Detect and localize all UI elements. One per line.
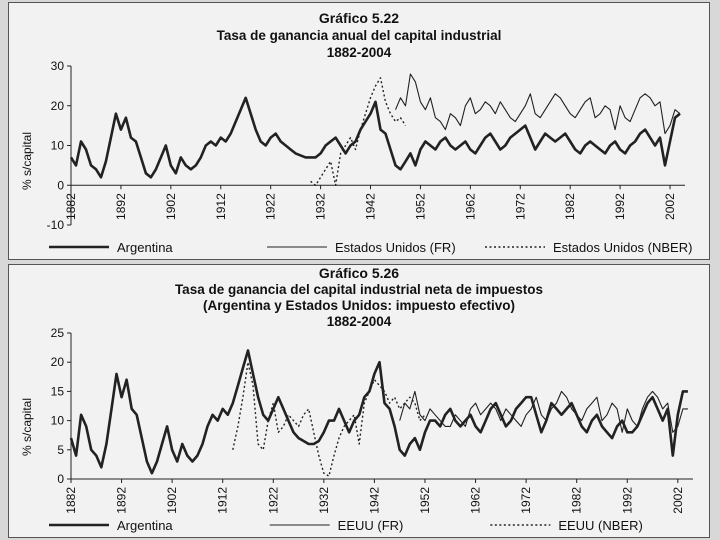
x-tick-label: 1902 bbox=[165, 487, 179, 514]
y-axis-label: % s/capital bbox=[20, 132, 34, 190]
series-line-thin bbox=[399, 390, 688, 433]
chart-5-26-svg: Gráfico 5.26 Tasa de ganancia del capita… bbox=[20, 265, 693, 533]
x-tick-label: 1882 bbox=[64, 193, 78, 220]
legend-label: EEUU (NBER) bbox=[558, 518, 643, 533]
legend-label: Estados Unidos (NBER) bbox=[553, 240, 692, 255]
x-tick-label: 1962 bbox=[463, 193, 477, 220]
series-line-dotted bbox=[310, 77, 407, 187]
legend-label: Argentina bbox=[117, 240, 173, 255]
x-tick-label: 2002 bbox=[671, 487, 685, 514]
chart-subtitle-3: 1882-2004 bbox=[327, 314, 392, 329]
x-tick-label: 1882 bbox=[64, 487, 78, 514]
x-tick-label: 1982 bbox=[570, 487, 584, 514]
chart-subtitle-1: Tasa de ganancia anual del capital indus… bbox=[217, 28, 502, 43]
x-tick-label: 1892 bbox=[115, 487, 129, 514]
chart-title: Gráfico 5.22 bbox=[319, 10, 399, 26]
y-tick-label: 0 bbox=[57, 472, 64, 486]
chart-title: Gráfico 5.26 bbox=[319, 265, 399, 281]
x-tick-label: 1922 bbox=[264, 193, 278, 220]
legend-label: EEUU (FR) bbox=[338, 518, 404, 533]
x-tick-label: 1972 bbox=[513, 193, 527, 220]
legend-label: Argentina bbox=[117, 518, 173, 533]
x-tick-label: 1902 bbox=[164, 193, 178, 220]
x-tick-label: 1942 bbox=[364, 193, 378, 220]
y-tick-label: 15 bbox=[51, 384, 65, 398]
y-tick-label: 20 bbox=[51, 355, 65, 369]
legend: Argentina EEUU (FR) EEUU (NBER) bbox=[49, 518, 643, 533]
chart-subtitle-1: Tasa de ganancia del capital industrial … bbox=[175, 282, 543, 297]
legend-label: Estados Unidos (FR) bbox=[335, 240, 456, 255]
y-tick-label: 0 bbox=[57, 178, 64, 192]
x-tick-label: 1992 bbox=[620, 487, 634, 514]
legend: Argentina Estados Unidos (FR) Estados Unid… bbox=[49, 240, 692, 255]
chart-5-22-svg: Gráfico 5.22 Tasa de ganancia anual del … bbox=[20, 10, 692, 255]
chart-panel-5-26: Gráfico 5.26 Tasa de ganancia del capita… bbox=[8, 264, 710, 538]
y-tick-label: -10 bbox=[47, 218, 65, 232]
series-line-thick bbox=[69, 349, 688, 475]
x-tick-label: 1962 bbox=[469, 487, 483, 514]
x-tick-label: 1972 bbox=[519, 487, 533, 514]
x-tick-label: 1942 bbox=[367, 487, 381, 514]
x-tick-label: 1922 bbox=[266, 487, 280, 514]
y-tick-label: 10 bbox=[51, 414, 65, 428]
x-tick-label: 1952 bbox=[413, 193, 427, 220]
series-line-dotted bbox=[232, 361, 426, 477]
y-tick-label: 5 bbox=[57, 443, 64, 457]
x-tick-label: 1892 bbox=[114, 193, 128, 220]
plot-area: 0 5 10 15 20 25 1882 1892 1902 1912 1922 1932 1942 19… bbox=[51, 326, 693, 514]
series-line-thick bbox=[69, 96, 681, 179]
series-line-thin bbox=[394, 73, 681, 135]
chart-subtitle-2: (Argentina y Estados Unidos: impuesto ef… bbox=[203, 298, 515, 313]
x-tick-label: 1992 bbox=[613, 193, 627, 220]
x-tick-label: 1912 bbox=[216, 487, 230, 514]
x-tick-label: 1932 bbox=[314, 193, 328, 220]
x-tick-label: 1982 bbox=[563, 193, 577, 220]
plot-area: -10 0 10 20 30 1882 1892 1902 1912 1922 1932 1942 19… bbox=[47, 59, 685, 232]
chart-subtitle-2: 1882-2004 bbox=[327, 45, 392, 60]
x-tick-label: 1912 bbox=[214, 193, 228, 220]
y-tick-label: 25 bbox=[51, 326, 65, 340]
y-axis-label: % s/capital bbox=[20, 398, 34, 456]
x-tick-label: 1952 bbox=[418, 487, 432, 514]
y-tick-label: 30 bbox=[51, 59, 65, 73]
x-tick-label: 1932 bbox=[317, 487, 331, 514]
x-tick-label: 2002 bbox=[663, 193, 677, 220]
y-tick-label: 20 bbox=[51, 99, 65, 113]
y-tick-label: 10 bbox=[51, 139, 65, 153]
chart-panel-5-22: Gráfico 5.22 Tasa de ganancia anual del … bbox=[8, 2, 710, 260]
